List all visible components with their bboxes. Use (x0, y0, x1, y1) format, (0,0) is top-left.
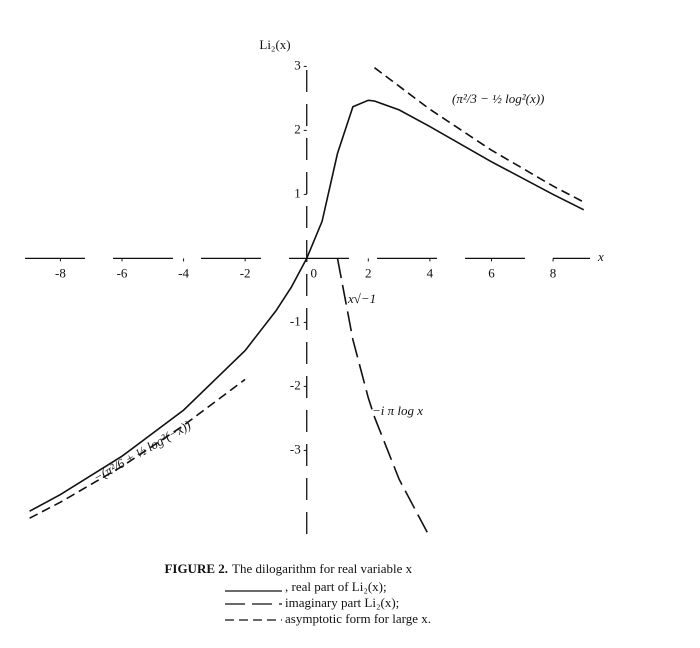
y-tick-label: -1 (290, 313, 301, 328)
annotation: (π²/3 − ½ log²(x)) (452, 91, 544, 106)
y-tick-label: 1 (294, 185, 301, 200)
series-line (29, 67, 585, 519)
legend-label: , real part of Li₂(x); (285, 579, 387, 594)
x-tick-label: 6 (488, 265, 495, 280)
y-tick-label: 2 (294, 121, 301, 136)
y-tick-label: -3 (290, 441, 301, 456)
x-tick-label: -6 (117, 265, 128, 280)
caption: The dilogarithm for real variable x (232, 561, 413, 576)
caption-label: FIGURE 2. (164, 561, 228, 576)
annotation: x√−1 (347, 291, 376, 306)
series-line (336, 258, 431, 538)
series-line (29, 99, 585, 512)
y-tick-label: -2 (290, 377, 301, 392)
legend-label: asymptotic form for large x. (285, 611, 431, 626)
x-tick-label: -8 (55, 265, 66, 280)
x-axis-label: x (597, 249, 604, 264)
x-tick-label: 0 (310, 265, 317, 280)
annotation: −i π log x (372, 403, 423, 418)
legend-label: imaginary part Li₂(x); (285, 595, 399, 610)
x-tick-label: -4 (178, 265, 189, 280)
x-tick-label: 8 (550, 265, 557, 280)
x-tick-label: 2 (365, 265, 372, 280)
y-axis-label: Li₂(x) (259, 37, 290, 52)
x-tick-label: 4 (427, 265, 434, 280)
annotation: −(π²/6 + ½ log²(−x)) (90, 417, 193, 485)
x-tick-label: -2 (240, 265, 251, 280)
y-tick-label: 3 (294, 57, 301, 72)
